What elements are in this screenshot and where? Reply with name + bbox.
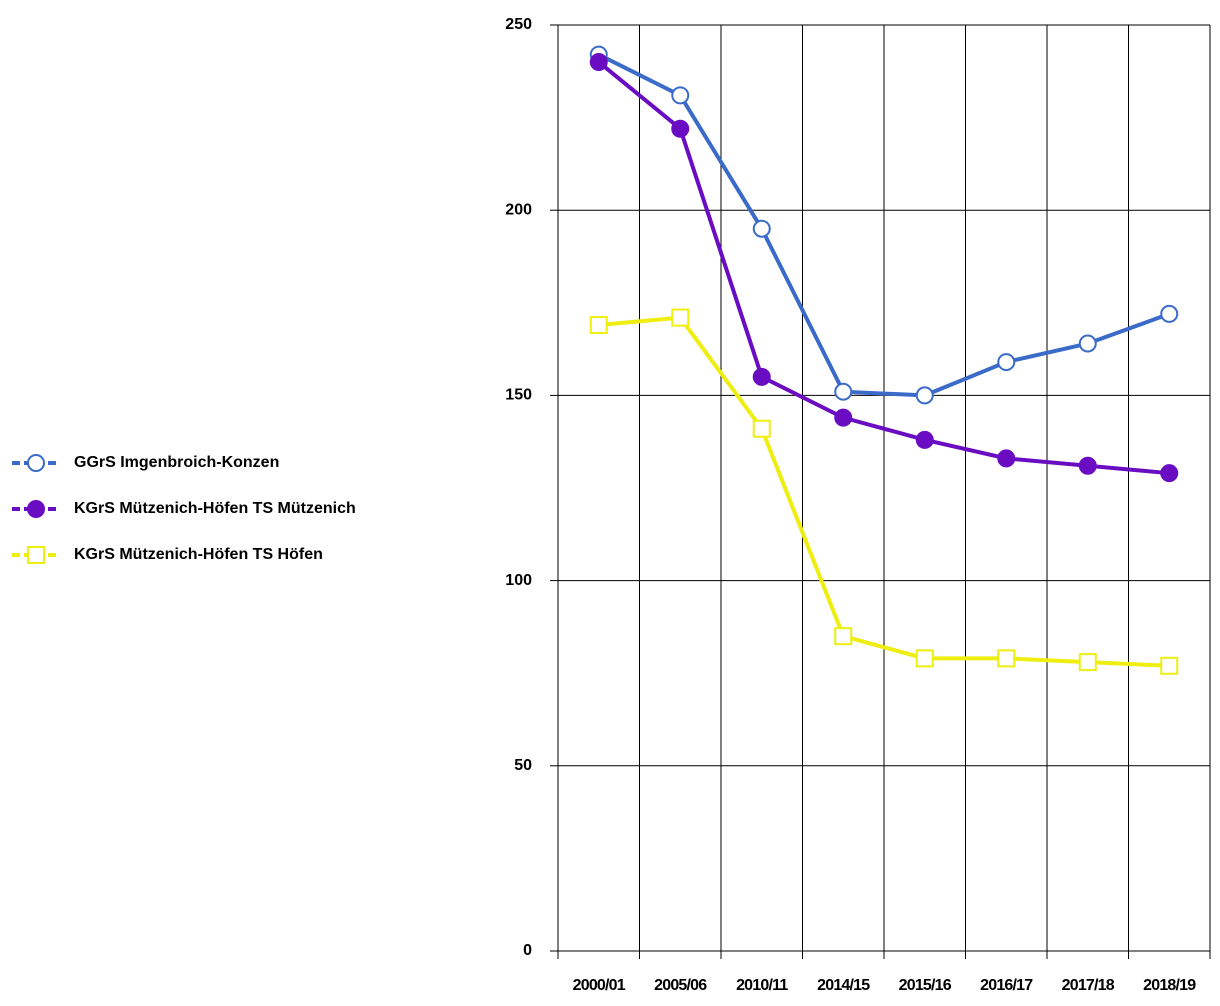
- legend-marker: [27, 500, 45, 518]
- y-tick-label: 150: [505, 387, 532, 404]
- y-tick-label: 200: [505, 201, 532, 218]
- point: [834, 408, 853, 427]
- point: [671, 308, 690, 327]
- x-tick-label: 2015/16: [899, 977, 952, 994]
- x-tick-label: 2005/06: [654, 977, 707, 994]
- point: [671, 86, 690, 105]
- series-line: [598, 315, 1170, 668]
- x-tick-label: 2000/01: [573, 977, 626, 994]
- point: [1078, 456, 1097, 475]
- point: [752, 419, 771, 438]
- y-tick-label: 50: [514, 757, 532, 774]
- point: [915, 430, 934, 449]
- point: [997, 649, 1016, 668]
- point: [752, 219, 771, 238]
- point: [997, 353, 1016, 372]
- point: [997, 449, 1016, 468]
- x-tick-label: 2010/11: [736, 977, 788, 994]
- point: [1160, 656, 1179, 675]
- point: [834, 382, 853, 401]
- point: [915, 649, 934, 668]
- legend-label: GGrS Imgenbroich-Konzen: [74, 454, 279, 471]
- legend-marker: [27, 454, 45, 472]
- point: [1160, 304, 1179, 323]
- point: [1078, 653, 1097, 672]
- series-line: [597, 60, 1170, 476]
- y-tick-label: 100: [505, 572, 532, 589]
- point: [1078, 334, 1097, 353]
- point: [589, 316, 608, 335]
- y-tick-label: 250: [505, 16, 532, 33]
- legend-label: KGrS Mützenich-Höfen TS Mützenich: [74, 500, 356, 517]
- point: [589, 53, 608, 72]
- x-tick-label: 2018/19: [1143, 977, 1196, 994]
- point: [752, 367, 771, 386]
- legend-marker: [27, 546, 45, 564]
- x-tick-label: 2017/18: [1062, 977, 1115, 994]
- x-tick-label: 2014/15: [817, 977, 870, 994]
- point: [1160, 464, 1179, 483]
- point: [671, 119, 690, 138]
- x-tick-label: 2016/17: [980, 977, 1033, 994]
- point: [915, 386, 934, 405]
- point: [834, 627, 853, 646]
- legend-label: KGrS Mützenich-Höfen TS Höfen: [74, 546, 323, 563]
- y-tick-label: 0: [523, 942, 532, 959]
- series-line: [597, 52, 1170, 398]
